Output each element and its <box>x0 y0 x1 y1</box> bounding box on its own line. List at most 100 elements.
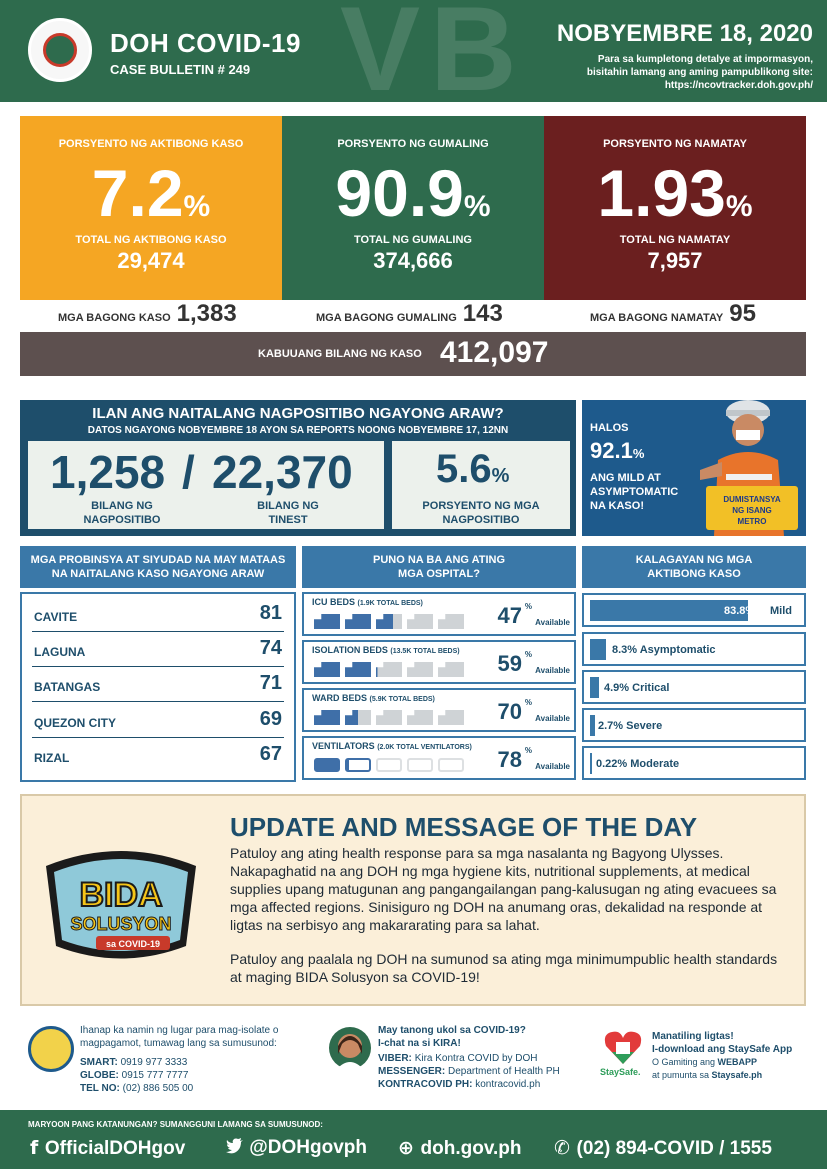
active-total: 29,474 <box>117 248 185 273</box>
header-note-line-2: bisitahin lamang ang aming pampublikong … <box>586 67 813 78</box>
sign-line-2: NG ISANG <box>732 506 772 515</box>
ward-percent: 70 <box>497 699 522 724</box>
ventilator-icon <box>345 758 371 772</box>
status-critical: 4.9% Critical <box>582 670 806 704</box>
positives-question: ILAN ANG NAITALANG NAGPOSITIBO NGAYONG A… <box>92 405 504 422</box>
tests-label: BILANG NG TINEST <box>257 500 319 526</box>
bed-icon <box>345 662 371 677</box>
isolation-seal-logo <box>28 1026 74 1072</box>
list-item: RIZAL 67 <box>34 743 282 765</box>
halos-line-3: ASYMPTOMATIC <box>590 486 679 498</box>
bed-icon <box>345 710 371 725</box>
positives-tests-box: 1,258 / 22,370 BILANG NG NAGPOSITIBO BILA… <box>28 441 384 529</box>
list-item: QUEZON CITY 69 <box>32 704 284 738</box>
sign-line-1: DUMISTANSYA <box>723 495 781 504</box>
tests-count: 22,370 <box>212 446 353 498</box>
status-bar <box>590 715 596 736</box>
footer-label: MARYOON PANG KATANUNGAN? SUMANGGUNI LAMA… <box>28 1120 323 1129</box>
twitter-link[interactable]: @DOHgovph <box>226 1137 367 1159</box>
recovered-percent: 90.9% <box>335 156 491 230</box>
bida-solusyon-logo: BIDA SOLUSYON sa COVID-19 <box>46 851 196 959</box>
mild-asymptomatic-percent: 92.1% <box>590 438 645 463</box>
status-bar <box>590 753 592 774</box>
svg-text:B: B <box>430 0 517 102</box>
svg-text:sa COVID-19: sa COVID-19 <box>106 939 160 949</box>
ventilator-icon <box>438 758 464 772</box>
new-recovered: MGA BAGONG GUMALING 143 <box>316 300 503 327</box>
twitter-icon <box>226 1138 243 1154</box>
new-deaths: MGA BAGONG NAMATAY 95 <box>590 300 756 327</box>
deaths-total: 7,957 <box>647 248 703 273</box>
list-item: CAVITE 81 <box>32 598 284 632</box>
bed-icon <box>407 614 433 629</box>
status-bar <box>590 639 606 660</box>
svg-text:V: V <box>340 0 420 102</box>
staysafe-heart-icon <box>604 1031 642 1064</box>
icu-percent: 47 <box>497 603 522 628</box>
positives-count: 1,258 <box>50 446 166 498</box>
status-bar <box>590 600 748 621</box>
positivity-rate: 5.6% <box>436 447 510 491</box>
bed-icon <box>345 614 371 629</box>
positives-subtitle: DATOS NGAYONG NOBYEMBRE 18 AYON SA REPOR… <box>87 425 509 436</box>
bed-icon <box>376 710 402 725</box>
status-asymptomatic: 8.3% Asymptomatic <box>582 632 806 666</box>
page-title: DOH COVID-19 <box>110 28 301 58</box>
new-cases: MGA BAGONG KASO 1,383 <box>58 300 237 327</box>
svg-text:SOLUSYON: SOLUSYON <box>70 914 171 934</box>
isolation-hotline: Ihanap ka namin ng lugar para mag-isolat… <box>80 1025 279 1094</box>
total-cases: 412,097 <box>440 336 549 369</box>
update-paragraph-1: Patuloy ang ating health response para s… <box>230 845 777 933</box>
status-bar <box>590 677 600 698</box>
bulletin-date: NOBYEMBRE 18, 2020 <box>556 20 813 47</box>
construction-worker-icon: DUMISTANSYA NG ISANG METRO <box>700 400 798 536</box>
bed-icon <box>314 710 340 725</box>
bed-icon <box>407 662 433 677</box>
facebook-icon: f <box>30 1137 45 1159</box>
recovered-card: PORSYENTO NG GUMALING 90.9% TOTAL NG GUM… <box>282 116 544 300</box>
facebook-link[interactable]: f OfficialDOHgov <box>30 1137 186 1159</box>
isolation-beds-row: ISOLATION BEDS (13.5K TOTAL BEDS) 59 % A… <box>302 640 576 684</box>
bed-icon <box>314 614 340 629</box>
kira-avatar-icon <box>329 1027 371 1070</box>
mild-asymptomatic-panel: HALOS 92.1% ANG MILD AT ASYMPTOMATIC NA … <box>582 400 806 536</box>
active-total-label: TOTAL NG AKTIBONG KASO <box>75 234 227 246</box>
hospitals-header: PUNO NA BA ANG ATING MGA OSPITAL? <box>302 546 576 588</box>
website-link[interactable]: ⊕ doh.gov.ph <box>398 1137 522 1159</box>
ventilators-percent: 78 <box>497 747 522 772</box>
status-moderate: 0.22% Moderate <box>582 746 806 780</box>
positivity-rate-box: 5.6% PORSYENTO NG MGA NAGPOSITIBO <box>392 441 570 529</box>
provinces-header: MGA PROBINSYA AT SIYUDAD NA MAY MATAAS NA… <box>20 546 296 588</box>
deaths-percent-label: PORSYENTO NG NAMATAY <box>603 138 747 150</box>
bed-icon <box>438 662 464 677</box>
isolation-percent: 59 <box>497 651 522 676</box>
positives-label: BILANG NG NAGPOSITIBO <box>83 500 161 526</box>
bed-icon <box>376 662 402 677</box>
deaths-percent: 1.93% <box>597 156 753 230</box>
slash-divider: / <box>182 446 195 498</box>
halos-label: HALOS <box>590 422 629 434</box>
hotline[interactable]: ✆ (02) 894-COVID / 1555 <box>554 1137 772 1159</box>
ventilator-icon <box>314 758 340 772</box>
active-percent-label: PORSYENTO NG AKTIBONG KASO <box>58 138 244 150</box>
recovered-total-label: TOTAL NG GUMALING <box>354 234 472 246</box>
provinces-list: CAVITE 81 LAGUNA 74 BATANGAS 71 QUEZON CITY… <box>20 592 296 782</box>
svg-text:BIDA: BIDA <box>79 876 162 914</box>
deaths-card: PORSYENTO NG NAMATAY 1.93% TOTAL NG NAMA… <box>544 116 806 300</box>
bed-icon <box>407 710 433 725</box>
halos-line-4: NA KASO! <box>590 500 644 512</box>
staysafe-logo-text: StaySafe. <box>600 1067 641 1077</box>
bulletin-number: CASE BULLETIN # 249 <box>110 62 251 77</box>
positivity-rate-label: PORSYENTO NG MGA NAGPOSITIBO <box>422 500 540 526</box>
sign-line-3: METRO <box>738 517 767 526</box>
doh-seal-logo <box>28 18 92 82</box>
list-item: BATANGAS 71 <box>32 668 284 702</box>
footer: MARYOON PANG KATANUNGAN? SUMANGGUNI LAMA… <box>0 1110 827 1169</box>
bed-icon <box>438 710 464 725</box>
ventilator-icon <box>376 758 402 772</box>
bed-icon <box>438 614 464 629</box>
header: V B DOH COVID-19 CASE BULLETIN # 249 NOB… <box>0 0 827 102</box>
kira-chat-info: May tanong ukol sa COVID-19? I-chat na s… <box>378 1025 560 1090</box>
halos-line-2: ANG MILD AT <box>590 472 661 484</box>
tracker-link[interactable]: https://ncovtracker.doh.gov.ph/ <box>664 80 813 91</box>
